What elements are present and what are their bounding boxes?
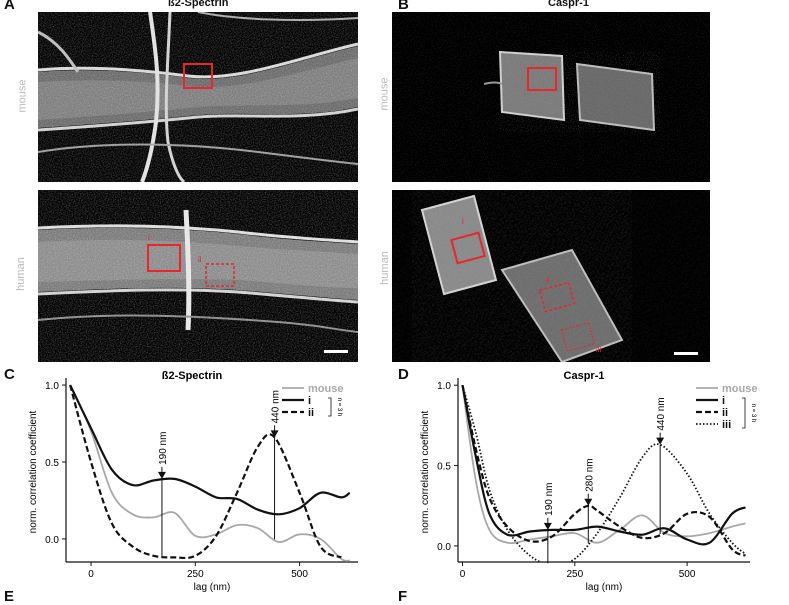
x-tick-label-d: 250: [566, 569, 583, 580]
scale-bar-b: [674, 352, 698, 355]
annotation-label-d: 440 nm: [656, 397, 667, 430]
panel-letter-c: C: [4, 366, 15, 383]
chart-title-d: Caspr-1: [564, 370, 605, 382]
series-line-c-i: [69, 384, 351, 516]
y-tick-label-c: 0.0: [45, 535, 59, 546]
row-label-human-b: human: [378, 251, 391, 285]
legend-label-d-mouse: mouse: [722, 383, 757, 395]
y-tick-label-c: 0.5: [45, 458, 59, 469]
annotation-marker-d: [656, 437, 665, 445]
row-label-human-a: human: [14, 257, 27, 291]
legend-bracket-label-d: n = 3 h: [750, 404, 756, 423]
annotation-marker-c: [270, 430, 279, 438]
panel-letter-a: A: [4, 0, 15, 13]
annotation-marker-d: [584, 498, 593, 506]
series-line-d-ii: [461, 384, 746, 557]
panel-title-a: ß2-Spectrin: [168, 0, 229, 9]
legend-bracket-c: [328, 397, 332, 417]
series-line-d-mouse: [461, 385, 746, 544]
micrograph-a-mouse: [38, 12, 358, 182]
x-tick-label-d: 0: [460, 569, 466, 580]
legend-label-c-ii: ii: [308, 407, 314, 419]
panel-letter-e: E: [4, 588, 15, 605]
panel-letter-f: F: [398, 588, 408, 605]
legend-label-c-i: i: [308, 395, 311, 407]
row-label-mouse-b: mouse: [378, 77, 391, 111]
annotation-label-d: 190 nm: [544, 482, 555, 515]
roi-box-b-human-i: [450, 231, 486, 265]
y-tick-label-d: 1.0: [437, 381, 451, 392]
roi-label-b-iii: iii: [596, 345, 602, 354]
micrograph-a-human: i ii: [38, 190, 358, 362]
row-label-mouse-a: mouse: [16, 79, 29, 113]
roi-box-b-human-ii: [538, 281, 576, 313]
roi-label-a-ii: ii: [198, 255, 202, 264]
panel-letter-b: B: [398, 0, 409, 13]
legend-label-c-mouse: mouse: [308, 383, 343, 395]
series-line-c-ii: [69, 384, 342, 560]
roi-box-a-mouse: [183, 63, 213, 89]
roi-box-a-human-i: [147, 244, 181, 272]
annotation-marker-c: [157, 471, 166, 479]
chart-d-svg: Caspr-1 0.0 0.5 1.0 0 250 500 lag (nm) norm. cor…: [420, 370, 757, 593]
x-axis-label-c: lag (nm): [194, 582, 231, 593]
legend-bracket-d: [742, 397, 746, 429]
annotation-marker-d: [543, 522, 552, 530]
y-axis-label-c: norm. correlation coefficient: [28, 410, 39, 533]
x-axis-label-d: lag (nm): [586, 582, 623, 593]
y-tick-label-c: 1.0: [45, 381, 59, 392]
legend-bracket-label-c: n = 3 h: [336, 398, 342, 417]
panel-letter-d: D: [398, 366, 409, 383]
x-tick-label-c: 0: [88, 569, 94, 580]
annotation-label-c: 440 nm: [271, 390, 282, 423]
chart-c-svg: ß2-Spectrin 0.0 0.5 1.0 0 250 500 lag (nm) norm.…: [28, 370, 358, 593]
micrograph-b-mouse: [392, 12, 710, 182]
roi-box-b-mouse: [527, 67, 557, 91]
legend-label-d-iii: iii: [722, 419, 731, 431]
legend-label-d-ii: ii: [722, 407, 728, 419]
panel-title-b: Caspr-1: [548, 0, 589, 9]
legend-label-d-i: i: [722, 395, 725, 407]
chart-title-c: ß2-Spectrin: [162, 370, 223, 382]
y-tick-label-d: 0.0: [437, 542, 451, 553]
series-line-d-i: [461, 385, 746, 546]
micrograph-b-human: i ii iii: [392, 190, 710, 362]
x-tick-label-c: 250: [187, 569, 204, 580]
roi-label-b-i: i: [462, 217, 464, 226]
annotation-label-c: 190 nm: [158, 432, 169, 465]
scale-bar-a: [324, 350, 348, 353]
series-line-d-iii: [461, 384, 747, 562]
annotation-label-d: 280 nm: [584, 458, 595, 491]
chart-c: ß2-Spectrin 0.0 0.5 1.0 0 250 500 lag (nm) norm.…: [0, 366, 380, 596]
roi-label-a-i: i: [148, 233, 150, 242]
y-axis-label-d: norm. correlation coefficient: [420, 410, 431, 533]
roi-label-b-ii: ii: [546, 275, 550, 284]
x-tick-label-c: 500: [291, 569, 308, 580]
x-tick-label-d: 500: [679, 569, 696, 580]
chart-d: Caspr-1 0.0 0.5 1.0 0 250 500 lag (nm) norm. cor…: [392, 366, 772, 596]
y-tick-label-d: 0.5: [437, 462, 451, 473]
